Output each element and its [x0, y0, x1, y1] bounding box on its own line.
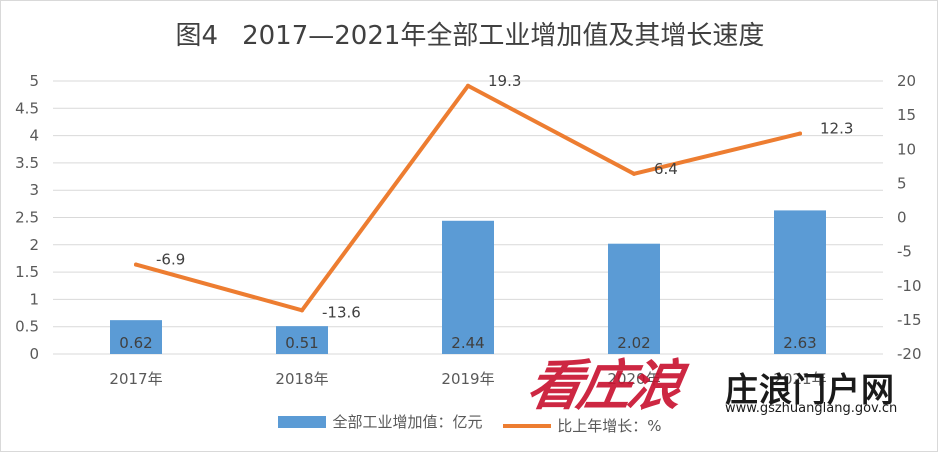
- legend-item-line: 比上年增长：%: [503, 415, 662, 436]
- y-right-tick-label: -5: [897, 243, 912, 261]
- y-left-tick-label: 1: [29, 290, 39, 308]
- y-left-tick-label: 0: [29, 345, 39, 363]
- chart-title: 图4 2017—2021年全部工业增加值及其增长速度: [1, 15, 938, 52]
- bar-data-label: 0.62: [119, 334, 152, 352]
- legend-swatch-line: [503, 423, 552, 428]
- figure-number: 图4: [175, 21, 219, 51]
- legend-swatch-bar: [278, 415, 327, 428]
- y-left-tick-label: 2: [29, 236, 39, 254]
- bar-data-label: 2.02: [617, 334, 650, 352]
- y-right-tick-label: -10: [897, 277, 922, 295]
- bar: [442, 220, 494, 354]
- line-data-label: -13.6: [322, 303, 361, 321]
- line-point: [466, 83, 470, 88]
- line-data-label: 19.3: [488, 72, 521, 90]
- y-left-tick-label: 3: [29, 181, 39, 199]
- x-tick-label: 2018年: [275, 370, 328, 388]
- y-right-tick-label: 5: [897, 174, 907, 192]
- watermark-logo: 看庄浪: [522, 353, 684, 417]
- line-data-label: -6.9: [156, 251, 185, 269]
- bar-data-label: 2.63: [783, 334, 816, 352]
- watermark-site-name: 庄浪门户网: [725, 370, 895, 409]
- y-left-tick-label: 4: [29, 127, 39, 145]
- line-data-label: 12.3: [820, 120, 853, 138]
- y-left-tick-label: 0.5: [15, 318, 39, 336]
- y-right-tick-label: -15: [897, 311, 922, 329]
- bar: [276, 326, 328, 354]
- watermark-url: www.gszhuanglang.gov.cn: [725, 401, 898, 416]
- site-watermark: 看庄浪 庄浪门户网 www.gszhuanglang.gov.cn: [523, 341, 929, 436]
- y-left-tick-label: 3.5: [15, 154, 39, 172]
- bar: [608, 243, 660, 354]
- line-point: [632, 171, 636, 176]
- x-tick-label: 2020年: [607, 370, 660, 388]
- legend-label-bar: 全部工业增加值：亿元: [332, 413, 483, 431]
- y-left-tick-label: 5: [29, 72, 39, 90]
- bar-data-label: 0.51: [285, 334, 318, 352]
- line-point: [134, 262, 138, 267]
- legend-label-line: 比上年增长：%: [557, 417, 662, 435]
- legend-item-bar: 全部工业增加值：亿元: [278, 411, 482, 432]
- x-tick-label: 2019年: [441, 370, 494, 388]
- bar: [110, 320, 162, 354]
- bar-data-label: 2.44: [451, 334, 484, 352]
- line-point: [300, 308, 304, 313]
- y-left-tick-label: 1.5: [15, 263, 39, 281]
- y-right-tick-label: 20: [897, 72, 916, 90]
- y-right-tick-label: 15: [897, 106, 916, 124]
- y-right-tick-label: 10: [897, 140, 916, 158]
- y-right-tick-label: -20: [897, 345, 922, 363]
- line-point: [798, 131, 802, 136]
- title-text: 2017—2021年全部工业增加值及其增长速度: [242, 21, 765, 51]
- combo-chart: 00.511.522.533.544.55-20-15-10-505101520…: [15, 72, 922, 388]
- y-right-tick-label: 0: [897, 209, 907, 227]
- x-tick-label: 2021年: [773, 370, 826, 388]
- bar: [774, 210, 826, 354]
- x-tick-label: 2017年: [109, 370, 162, 388]
- line-data-label: 6.4: [654, 160, 678, 178]
- y-left-tick-label: 4.5: [15, 99, 39, 117]
- legend: 全部工业增加值：亿元 比上年增长：%: [1, 411, 938, 436]
- y-left-tick-label: 2.5: [15, 209, 39, 227]
